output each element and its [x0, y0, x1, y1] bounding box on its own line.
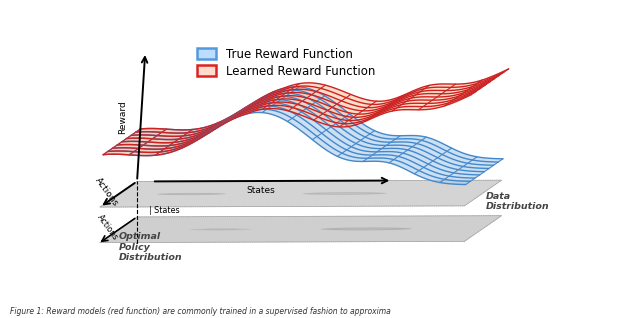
Polygon shape [103, 87, 503, 184]
Polygon shape [200, 229, 241, 230]
Text: Optimal
Policy
Distribution: Optimal Policy Distribution [119, 232, 182, 262]
Polygon shape [157, 193, 226, 195]
Polygon shape [303, 192, 387, 195]
Polygon shape [321, 227, 412, 230]
Text: Figure 1: Reward models (red function) are commonly trained in a supervised fash: Figure 1: Reward models (red function) a… [10, 308, 390, 316]
Polygon shape [100, 216, 502, 243]
Polygon shape [172, 193, 211, 195]
Text: | States: | States [150, 206, 180, 215]
Text: Reward: Reward [118, 100, 127, 134]
Polygon shape [189, 228, 252, 231]
Legend: True Reward Function, Learned Reward Function: True Reward Function, Learned Reward Fun… [195, 45, 378, 80]
Text: Actions: Actions [95, 213, 120, 242]
Text: Actions: Actions [93, 176, 120, 208]
Polygon shape [100, 180, 502, 207]
Polygon shape [319, 193, 369, 194]
Text: Data
Distribution: Data Distribution [486, 192, 549, 211]
Polygon shape [103, 69, 509, 156]
Polygon shape [339, 228, 394, 230]
Text: States: States [246, 186, 275, 195]
